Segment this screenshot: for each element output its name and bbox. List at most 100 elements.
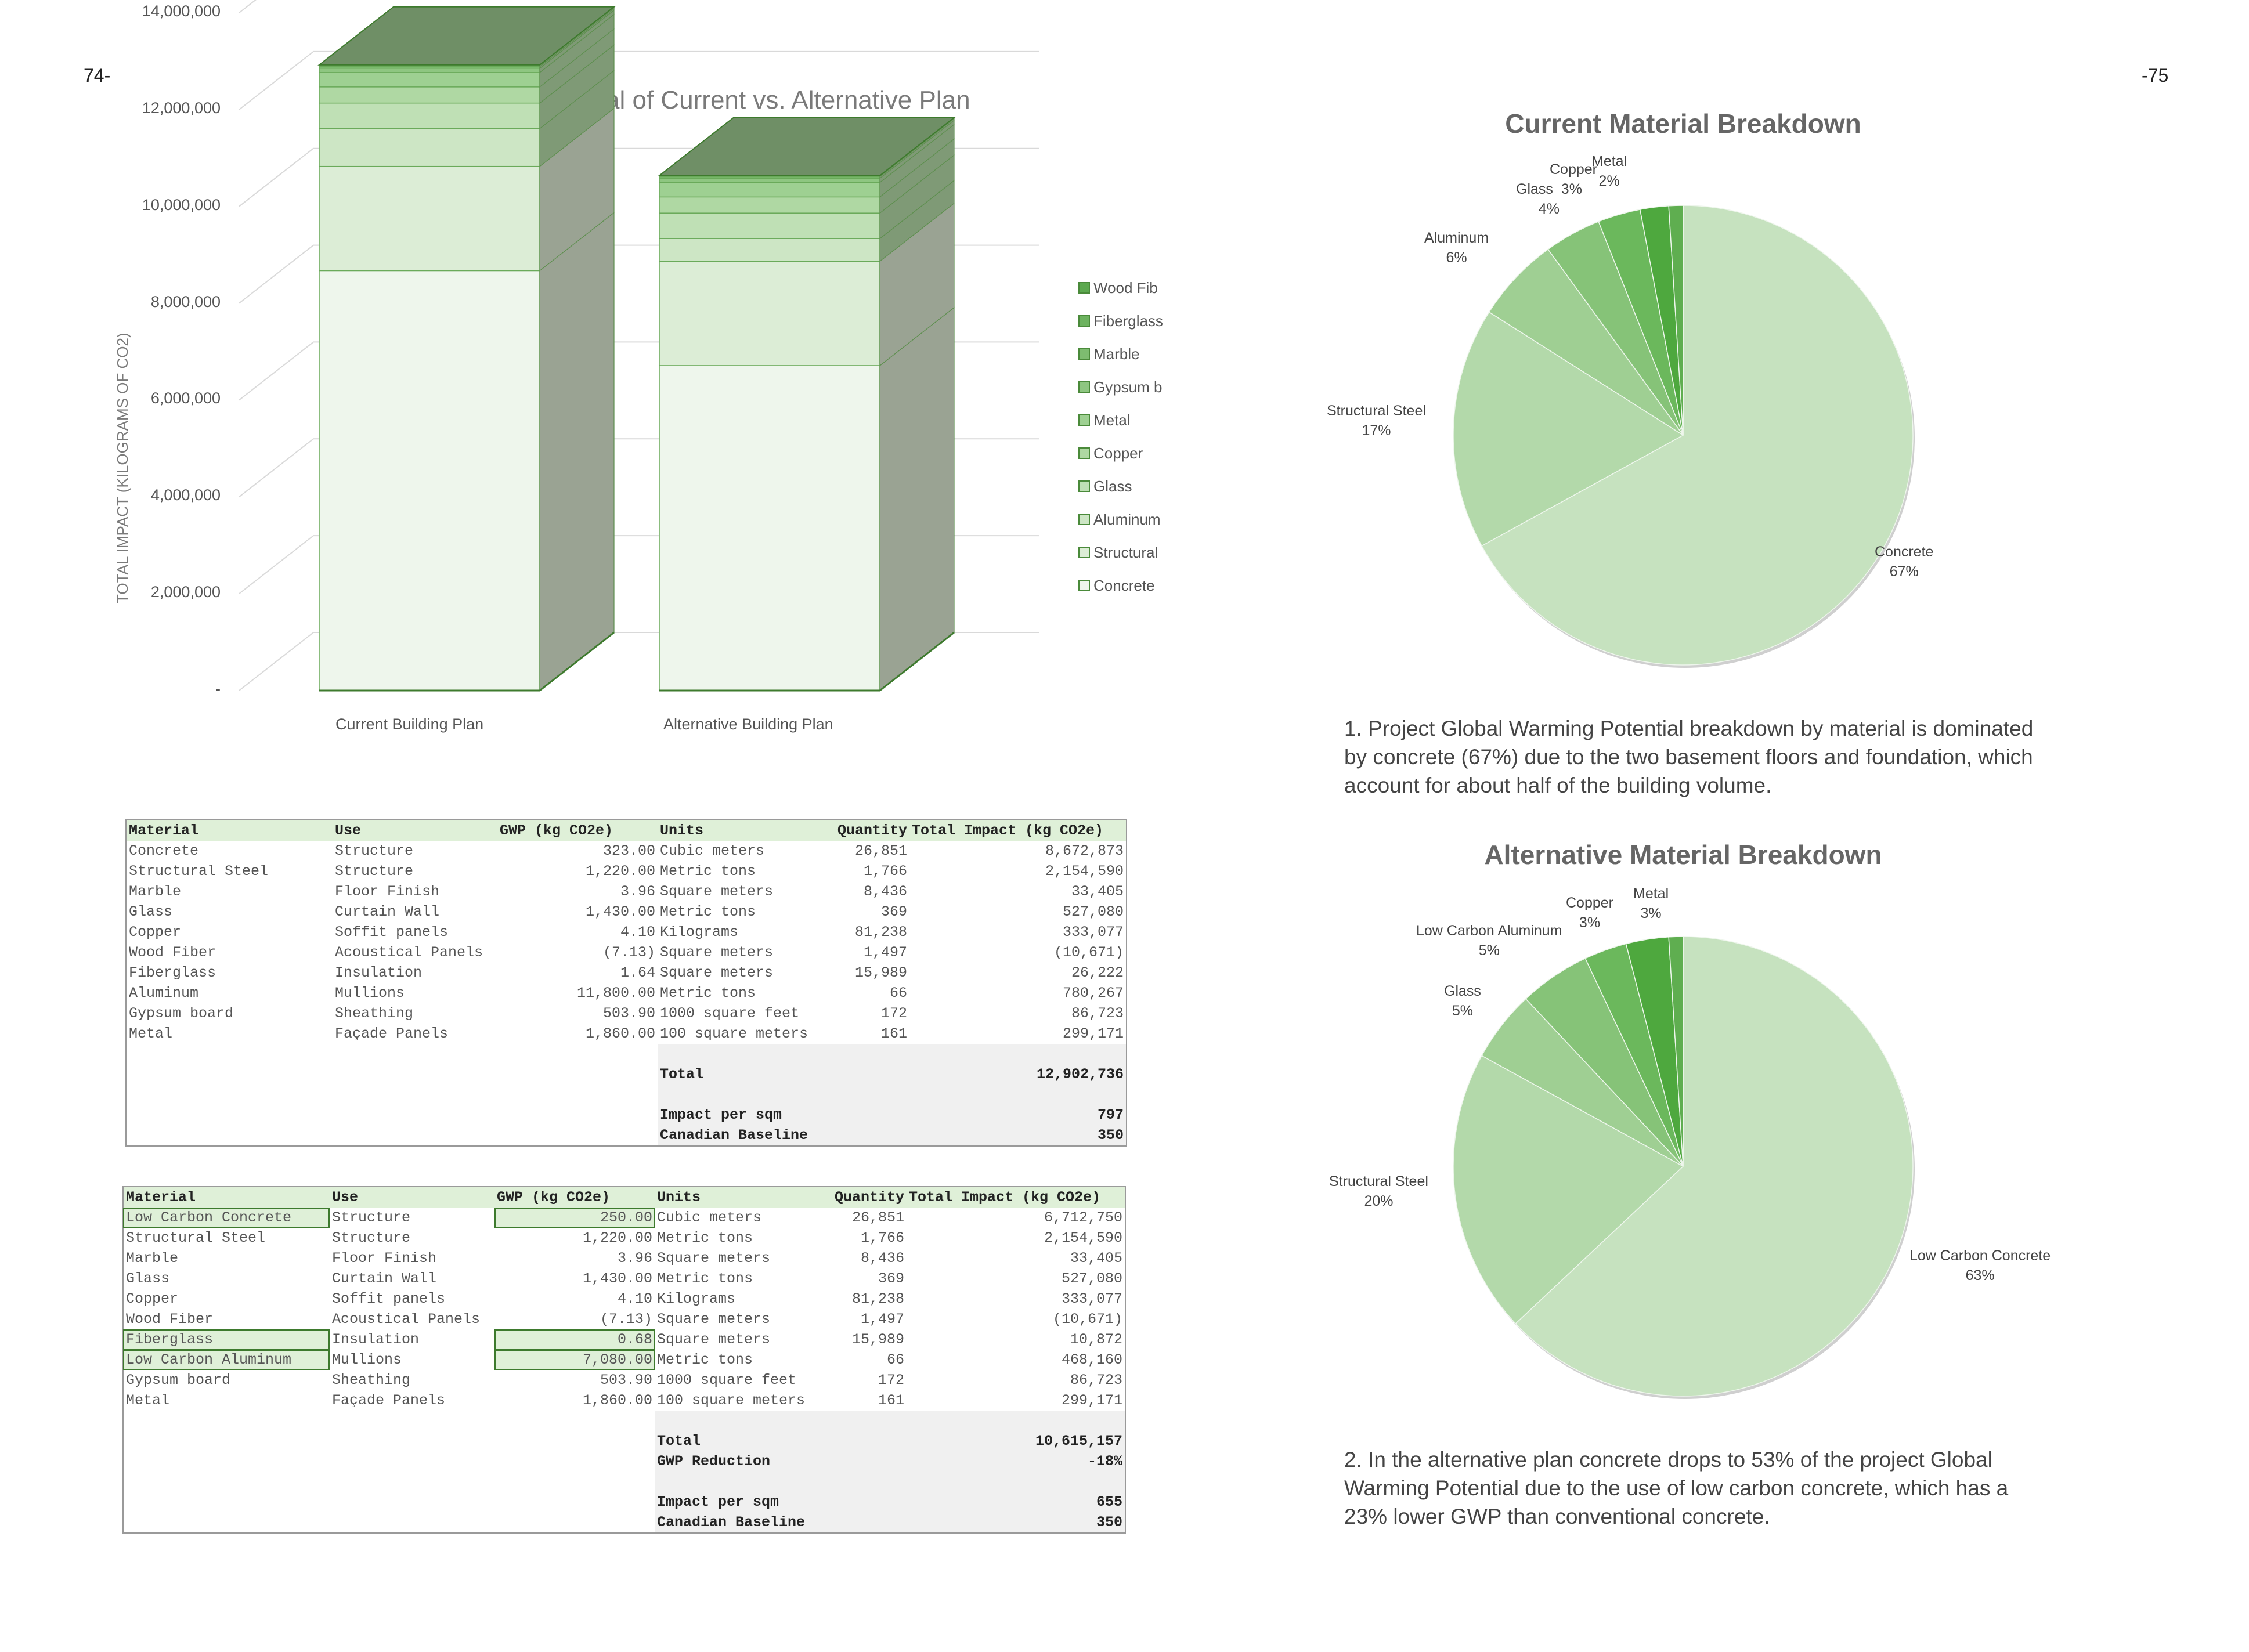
table-cell: Square meters — [657, 1331, 771, 1348]
empty-cell — [333, 1125, 497, 1146]
bar-segment — [659, 212, 880, 239]
summary-label: Canadian Baseline — [655, 1512, 907, 1533]
table-spacer-row — [123, 1411, 1125, 1431]
table-cell: Façade Panels — [332, 1392, 446, 1409]
table-cell: (10,671) — [1053, 944, 1124, 961]
table-cell: 1,430.00 — [582, 1270, 652, 1287]
empty-cell — [494, 1451, 655, 1472]
pie-slice — [1668, 205, 1684, 436]
column-header: GWP (kg CO2e) — [494, 1187, 655, 1208]
summary-value: 10,615,157 — [907, 1431, 1125, 1451]
legend-label: Fiberglass — [1093, 312, 1163, 330]
table-cell: 161 — [878, 1392, 904, 1409]
bar-segment — [319, 165, 540, 272]
table-cell: 1,860.00 — [585, 1025, 655, 1042]
bar-segment — [319, 67, 540, 73]
table-cell: 172 — [880, 1005, 907, 1022]
table-cell: Structural Steel — [129, 863, 269, 880]
empty-cell — [494, 1431, 655, 1451]
table-cell: Insulation — [332, 1331, 420, 1348]
legend-label: Concrete — [1093, 576, 1155, 594]
table-cell: 1,220.00 — [585, 863, 655, 880]
legend-item: Structural — [1078, 542, 1165, 563]
table-cell: 4.10 — [617, 1290, 652, 1307]
table-spacer-row — [123, 1472, 1125, 1492]
summary-label — [658, 1044, 909, 1064]
table-cell: Curtain Wall — [332, 1270, 437, 1287]
table-row: Marble Floor Finish 3.96 Square meters 8,436… — [126, 881, 1127, 902]
table-row: Aluminum Mullions 11,800.00 Metric tons 66 78… — [126, 983, 1127, 1003]
empty-cell — [330, 1492, 494, 1512]
table-summary-row: Impact per sqm 797 — [126, 1105, 1127, 1125]
table-cell: 6,712,750 — [1044, 1209, 1122, 1226]
pie1-label-copper: Copper — [1550, 161, 1597, 178]
legend-item: Concrete — [1078, 575, 1165, 596]
bar-top — [317, 6, 616, 66]
table-cell: Kilograms — [660, 924, 739, 941]
table-summary-row: Impact per sqm 655 — [123, 1492, 1125, 1512]
summary-label: Total — [658, 1064, 909, 1085]
table-cell: 172 — [878, 1372, 904, 1389]
legend-label: Wood Fib — [1093, 279, 1158, 297]
bar-segment-side — [539, 212, 615, 692]
table-cell: 527,080 — [1062, 903, 1124, 920]
table-cell: 503.90 — [602, 1005, 655, 1022]
pie-slice — [1668, 936, 1684, 1167]
column-header: Use — [333, 820, 497, 841]
table-header-row: Material Use GWP (kg CO2e) Units Quantity Tot… — [126, 820, 1127, 841]
gridline-depth — [239, 438, 314, 498]
table-row: Copper Soffit panels 4.10 Kilograms 81,238 33… — [126, 922, 1127, 942]
table-cell: 8,672,873 — [1045, 843, 1124, 859]
table-cell: Sheathing — [332, 1372, 411, 1389]
table-cell: 86,723 — [1071, 1005, 1124, 1022]
table-cell: Sheathing — [335, 1005, 414, 1022]
legend-swatch — [1078, 580, 1090, 591]
table-cell: Copper — [126, 1290, 179, 1307]
table-cell: 468,160 — [1061, 1351, 1122, 1368]
table-summary-row: Canadian Baseline 350 — [123, 1512, 1125, 1533]
bar-segment — [319, 270, 540, 691]
pie2-label-metal: Metal 3% — [1633, 885, 1669, 921]
summary-label: GWP Reduction — [655, 1451, 907, 1472]
empty-cell — [126, 1105, 333, 1125]
column-header: GWP (kg CO2e) — [497, 820, 658, 841]
table-cell: Metal — [129, 1025, 173, 1042]
table-cell: 780,267 — [1062, 985, 1124, 1002]
table-cell: 2,154,590 — [1044, 1230, 1122, 1246]
table-cell: 1,497 — [860, 1311, 904, 1328]
table-cell: 527,080 — [1061, 1270, 1122, 1287]
bar-segment — [659, 365, 880, 691]
table-row: Concrete Structure 323.00 Cubic meters 26,85… — [126, 841, 1127, 861]
legend-item: Marble — [1078, 344, 1165, 364]
table-row: Low Carbon Aluminum Mullions 7,080.00 Metri… — [123, 1350, 1125, 1370]
empty-cell — [123, 1492, 330, 1512]
legend-swatch — [1078, 514, 1090, 525]
table-cell: 333,077 — [1061, 1290, 1122, 1307]
summary-value — [909, 1085, 1127, 1105]
summary-value — [909, 1044, 1127, 1064]
alternative-material-pie — [1453, 936, 1915, 1399]
table-cell: (7.13) — [600, 1311, 652, 1328]
bar-top — [658, 117, 956, 176]
table-cell: 3.96 — [620, 883, 655, 900]
gridline-depth — [239, 632, 314, 691]
table-cell: Structure — [332, 1209, 411, 1226]
pie2-label-glass: Glass 5% — [1444, 983, 1481, 1019]
gridline-depth — [239, 0, 257, 13]
summary-label: Total — [655, 1431, 907, 1451]
table-summary-row: GWP Reduction -18% — [123, 1451, 1125, 1472]
pie-slice — [1453, 1055, 1684, 1325]
current-pie-title: Current Material Breakdown — [1505, 109, 1861, 139]
table-cell: 7,080.00 — [494, 1350, 655, 1370]
table-cell: 299,171 — [1061, 1392, 1122, 1409]
pie2-label-low-carbon-aluminum: Low Carbon Aluminum 5% — [1416, 923, 1562, 959]
table-cell: Metric tons — [657, 1351, 753, 1368]
legend-item: Aluminum — [1078, 509, 1165, 530]
table-cell: Structural Steel — [126, 1230, 266, 1246]
table-row: Low Carbon Concrete Structure 250.00 Cubic … — [123, 1208, 1125, 1228]
table-row: Fiberglass Insulation 0.68 Square meters 15,… — [123, 1329, 1125, 1350]
column-header: Quantity — [815, 820, 909, 841]
table-row: Structural Steel Structure 1,220.00 Metric … — [123, 1228, 1125, 1248]
table-cell: 100 square meters — [660, 1025, 808, 1042]
empty-cell — [123, 1472, 330, 1492]
